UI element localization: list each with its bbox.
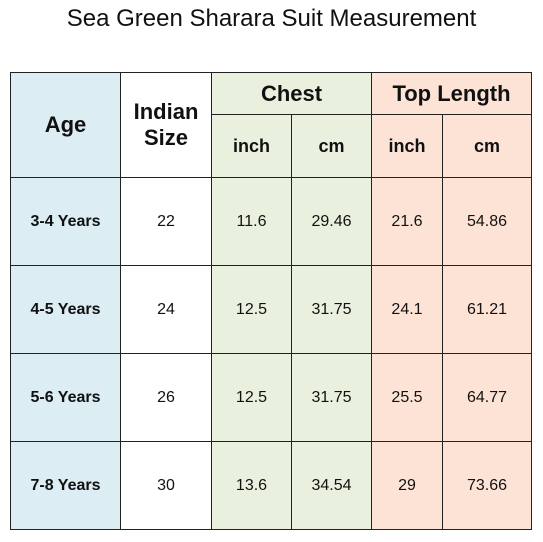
top-cm-cell: 64.77 — [442, 353, 532, 442]
top-inch-header: inch — [371, 114, 443, 178]
chest-cm-cell: 31.75 — [291, 265, 372, 354]
size-cell: 22 — [120, 177, 212, 266]
top-cm-cell: 54.86 — [442, 177, 532, 266]
chest-inch-cell: 12.5 — [211, 353, 292, 442]
indian-size-header: Indian Size — [120, 72, 212, 178]
top-inch-cell: 24.1 — [371, 265, 443, 354]
size-cell: 26 — [120, 353, 212, 442]
indian-size-header-line1: Indian — [133, 99, 199, 124]
size-cell: 30 — [120, 441, 212, 530]
top-cm-cell: 61.21 — [442, 265, 532, 354]
table-row: 5-6 Years 26 12.5 31.75 25.5 64.77 — [10, 353, 532, 442]
chest-cm-cell: 31.75 — [291, 353, 372, 442]
chest-inch-cell: 13.6 — [211, 441, 292, 530]
table-row: 3-4 Years 22 11.6 29.46 21.6 54.86 — [10, 177, 532, 266]
chest-cm-cell: 34.54 — [291, 441, 372, 530]
top-inch-cell: 29 — [371, 441, 443, 530]
size-cell: 24 — [120, 265, 212, 354]
top-cm-header: cm — [442, 114, 532, 178]
age-cell: 7-8 Years — [10, 441, 121, 530]
chest-cm-cell: 29.46 — [291, 177, 372, 266]
age-cell: 3-4 Years — [10, 177, 121, 266]
age-cell: 5-6 Years — [10, 353, 121, 442]
chest-inch-cell: 12.5 — [211, 265, 292, 354]
indian-size-header-line2: Size — [143, 125, 189, 150]
page-title: Sea Green Sharara Suit Measurement — [66, 5, 477, 32]
chest-header: Chest — [211, 72, 372, 115]
table-row: 7-8 Years 30 13.6 34.54 29 73.66 — [10, 441, 532, 530]
chest-inch-header: inch — [211, 114, 292, 178]
top-length-header: Top Length — [371, 72, 532, 115]
age-cell: 4-5 Years — [10, 265, 121, 354]
measurement-table: Age Indian Size Chest Top Length inch cm… — [10, 72, 532, 530]
chest-inch-cell: 11.6 — [211, 177, 292, 266]
table-row: 4-5 Years 24 12.5 31.75 24.1 61.21 — [10, 265, 532, 354]
age-header: Age — [10, 72, 121, 178]
top-inch-cell: 21.6 — [371, 177, 443, 266]
chest-cm-header: cm — [291, 114, 372, 178]
top-inch-cell: 25.5 — [371, 353, 443, 442]
top-cm-cell: 73.66 — [442, 441, 532, 530]
